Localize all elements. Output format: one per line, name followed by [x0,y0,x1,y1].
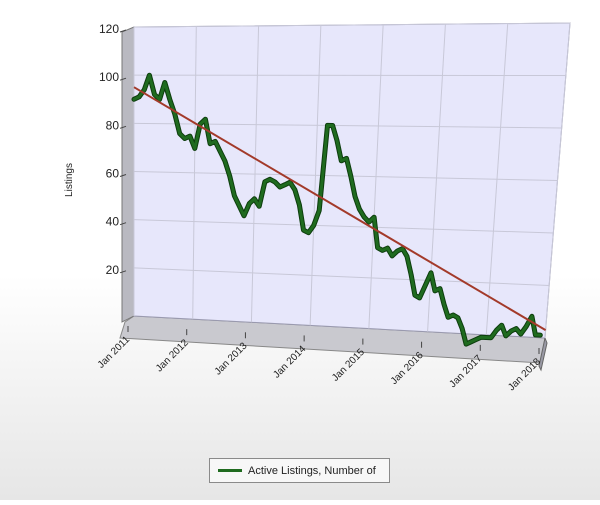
chart-left-wall [122,27,134,322]
x-tick-label: Jan 2013 [213,340,250,377]
legend-label: Active Listings, Number of [248,465,376,477]
y-tick-label: 80 [106,118,120,132]
y-tick-label: 100 [99,70,119,84]
legend: Active Listings, Number of [209,458,390,483]
x-tick-label: Jan 2015 [330,347,367,384]
y-tick-label: 20 [106,263,120,277]
y-tick-label: 120 [99,22,119,36]
y-tick-label: 60 [106,167,120,181]
y-tick-label: 40 [106,215,120,229]
x-tick-label: Jan 2012 [154,337,191,374]
legend-swatch [218,469,242,472]
x-tick-label: Jan 2011 [96,334,133,371]
y-axis-title: Listings [64,163,75,197]
x-tick-label: Jan 2014 [271,343,308,380]
